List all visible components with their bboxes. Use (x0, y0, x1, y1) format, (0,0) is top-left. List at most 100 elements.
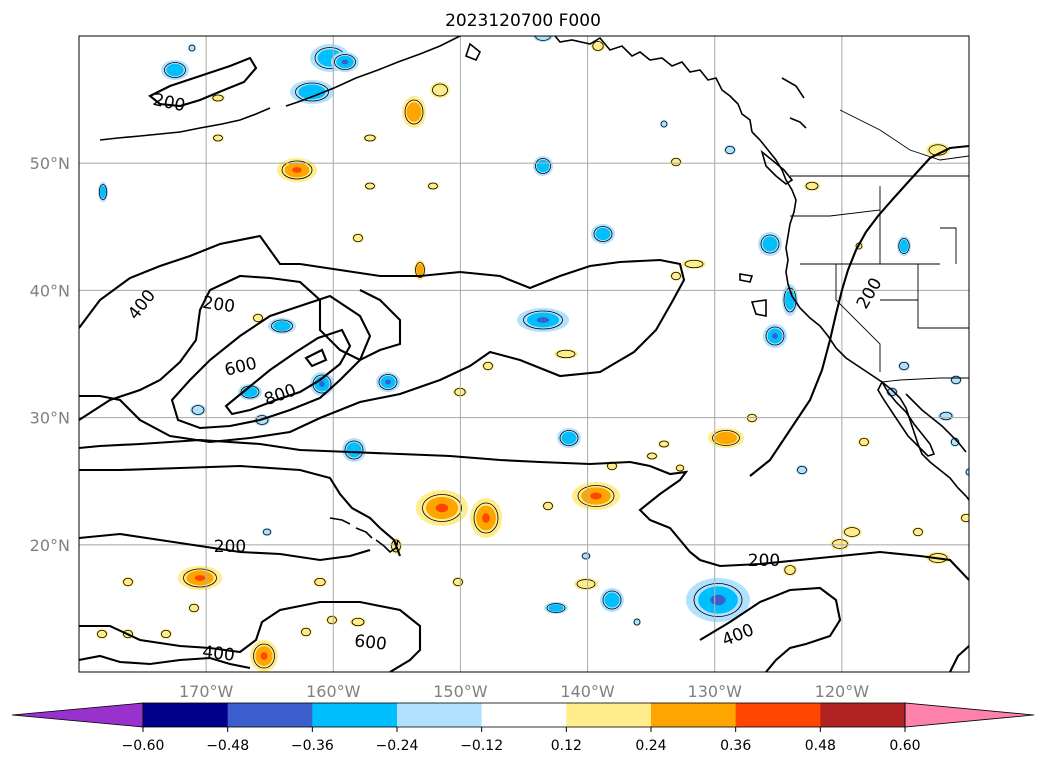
anomaly-fill (260, 652, 268, 660)
anomaly-outline (951, 375, 961, 385)
anomaly-fill (300, 627, 312, 637)
anomaly-fill (536, 317, 550, 323)
anomaly-fill (950, 375, 962, 385)
anomaly-outline (899, 361, 909, 371)
lon-tick-label: 160°W (306, 682, 361, 701)
anomaly-outline (422, 494, 462, 522)
colorbar-extend-max (904, 702, 1035, 728)
colorbar-segment (566, 703, 652, 727)
border-canada-provinces (839, 109, 969, 161)
anomaly-outline (671, 157, 681, 167)
anomaly-fill (385, 379, 391, 385)
anomaly-fill (670, 157, 682, 167)
lat-tick-label: 50°N (30, 154, 70, 173)
anomaly-fill (950, 437, 960, 447)
anomaly-fill (595, 227, 611, 241)
anomaly-outline (262, 528, 272, 536)
colorbar-segment (227, 703, 313, 727)
anomaly-fill (99, 185, 107, 199)
anomaly-fill (96, 629, 108, 639)
colorbar-segment (143, 703, 229, 727)
anomaly-outline (523, 310, 563, 330)
anomaly-outline (535, 36, 551, 41)
anomaly-fill (122, 577, 134, 587)
anomaly-outline (365, 182, 375, 190)
anomaly-fill (273, 321, 291, 331)
colorbar-segment (651, 703, 737, 727)
anomaly-fill (194, 575, 206, 581)
colorbar-extend-min (11, 702, 144, 728)
anomaly-outline (543, 501, 553, 511)
anomaly-fill (542, 501, 554, 511)
anomaly-outline (271, 319, 293, 333)
anomaly-fill (796, 465, 808, 475)
coastline-vancouver-island (760, 149, 794, 185)
anomaly-outline (123, 577, 133, 587)
anomaly-outline (647, 452, 657, 460)
anomaly-outline (432, 83, 448, 97)
anomaly-fill (858, 437, 870, 447)
colorbar-tick-label: 0.60 (889, 738, 920, 754)
anomaly-outline (633, 618, 641, 626)
anomaly-outline (378, 374, 398, 390)
anomaly-outline (556, 349, 576, 359)
coastline-gulf-of-california (905, 393, 967, 453)
anomaly-fill (160, 629, 172, 639)
map-panel: 200 400 200 600 800 200 200 400 600 200 … (78, 35, 970, 673)
anomaly-outline (797, 465, 807, 475)
contour-400-south (79, 600, 422, 672)
colorbar-tick-label: −0.60 (122, 738, 165, 754)
anomaly-outline (281, 160, 313, 180)
contours (79, 56, 969, 672)
anomaly-outline (97, 629, 107, 639)
anomaly-outline (581, 552, 591, 560)
latitude-tick-labels: 50°N 40°N 30°N 20°N (30, 154, 70, 555)
colorbar: −0.60 −0.48 −0.36 −0.24 −0.12 0.12 0.24 0.36 0.4… (11, 702, 1035, 754)
anomaly-fill (965, 468, 969, 476)
anomaly-fill (252, 313, 264, 323)
anomaly-outline (123, 629, 133, 639)
coastline-alaska-peninsula (285, 36, 461, 107)
anomaly-fill (292, 167, 302, 173)
contour-label: 200 (214, 537, 246, 557)
colorbar-frame (142, 702, 906, 728)
anomaly-outline (898, 238, 910, 254)
anomaly-fill (714, 431, 738, 445)
contour-200-mid (79, 438, 969, 581)
anomaly-outline (301, 627, 311, 637)
anomaly-outline (684, 259, 704, 269)
anomaly-outline (844, 527, 860, 537)
coastline-islands (739, 77, 807, 317)
anomaly-fill (363, 134, 377, 142)
map-frame (78, 35, 970, 673)
contour-400-sw-bottom (79, 654, 251, 670)
colorbar-tick-label: 0.48 (805, 738, 836, 754)
coastline-aleutians (99, 107, 271, 141)
map-title: 2023120700 F000 (445, 11, 601, 31)
anomaly-fill (899, 239, 909, 253)
anomaly-fill (166, 63, 184, 77)
anomaly-fill (785, 290, 795, 310)
anomaly-fill (561, 431, 577, 445)
anomaly-fill (416, 263, 424, 277)
anomaly-outline (98, 184, 108, 200)
anomaly-fill (319, 381, 325, 387)
anomaly-outline (161, 629, 171, 639)
anomaly-outline (659, 440, 669, 448)
anomaly-fill (242, 387, 258, 397)
anomaly-outline (784, 565, 796, 575)
anomaly-outline (832, 539, 848, 549)
anomaly-fill (435, 503, 449, 513)
colorbar-segment (312, 703, 398, 727)
anomaly-fill (762, 236, 778, 252)
anomaly-outline (577, 485, 615, 507)
anomaly-outline (693, 583, 743, 617)
colorbar-tick-label: −0.36 (291, 738, 334, 754)
anomaly-fill (346, 442, 362, 458)
anomaly-outline (353, 233, 363, 243)
anomaly-outline (576, 579, 596, 589)
anomaly-outline (805, 181, 819, 191)
anomaly-fill (211, 94, 225, 102)
colorbar-tick-label: −0.48 (206, 738, 249, 754)
